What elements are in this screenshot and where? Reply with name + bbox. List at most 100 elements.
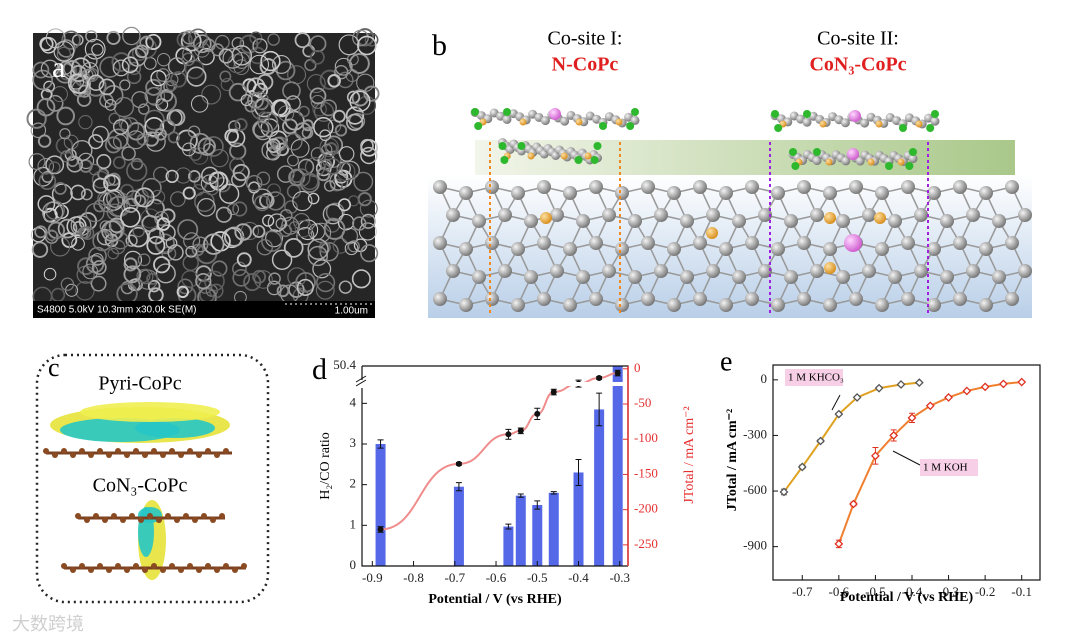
atom	[1018, 208, 1032, 222]
mol-h	[498, 142, 507, 150]
atom	[979, 186, 993, 200]
x-tick-label: -0.9	[362, 570, 383, 585]
atom	[719, 242, 733, 256]
atom	[241, 563, 247, 569]
pore	[90, 275, 107, 292]
atom	[745, 292, 759, 306]
pore	[226, 128, 246, 148]
site-name: N-CoPc	[552, 54, 619, 76]
atom	[927, 242, 941, 256]
j-point	[517, 427, 524, 434]
atom	[524, 270, 538, 284]
pore	[222, 48, 244, 69]
pore	[309, 49, 325, 65]
atom	[433, 292, 447, 306]
x-tick-label: -0.4	[902, 584, 923, 599]
pore	[243, 272, 262, 292]
n-atom	[540, 212, 552, 224]
atom	[210, 517, 216, 523]
pore	[177, 219, 199, 241]
chart-d: -0.9 -0.8 -0.7 -0.6 -0.5 -0.4 -0.3 0 1 2 3 4 50.4 0 -5…	[312, 353, 697, 607]
atom	[901, 180, 915, 194]
atom	[459, 242, 473, 256]
pore	[147, 279, 161, 293]
pore	[259, 58, 277, 75]
bar	[532, 505, 543, 566]
pore	[323, 218, 346, 240]
atom	[1018, 264, 1032, 278]
pore	[59, 128, 71, 140]
pore	[126, 160, 148, 182]
atom	[433, 236, 447, 250]
pore	[175, 167, 192, 184]
pore	[120, 206, 141, 228]
mol-atom	[560, 116, 570, 126]
pore	[37, 134, 52, 148]
pore	[307, 245, 329, 267]
atom	[667, 298, 681, 312]
structure-label: CoN₃-CoPc	[93, 475, 188, 497]
pore	[322, 203, 344, 225]
mol-atom	[930, 116, 940, 126]
atom	[223, 448, 229, 454]
pore	[50, 236, 71, 257]
atom	[862, 264, 876, 278]
panel-a: S4800 5.0kV 10.3mm x30.0k SE(M) 1.00um a	[26, 26, 380, 318]
atom	[433, 180, 447, 194]
pore	[101, 220, 123, 242]
pore	[165, 169, 179, 184]
pore	[315, 280, 335, 300]
atom	[52, 452, 58, 458]
y-tick-label: 2	[350, 476, 357, 491]
pore	[125, 234, 138, 247]
pore	[98, 78, 116, 96]
pore	[295, 271, 316, 293]
atom	[93, 513, 99, 519]
pore	[301, 119, 314, 132]
error-bar	[596, 392, 603, 427]
pore	[130, 157, 144, 171]
marker	[834, 409, 844, 419]
mol-n	[527, 152, 535, 160]
atom	[223, 563, 229, 569]
atom	[992, 270, 1006, 284]
pore	[210, 148, 229, 168]
mol-n	[560, 152, 568, 160]
atom	[693, 180, 707, 194]
atom	[927, 186, 941, 200]
y2-tick-label: -250	[634, 536, 658, 551]
atom	[693, 292, 707, 306]
pore	[211, 260, 228, 277]
pore	[344, 241, 359, 256]
x-tick-label: -0.7	[444, 570, 465, 585]
pore	[323, 180, 336, 192]
atom	[628, 214, 642, 228]
pore	[228, 120, 241, 133]
pore	[77, 257, 95, 276]
atom	[79, 448, 85, 454]
pore	[265, 229, 284, 248]
pore	[45, 229, 58, 241]
x-tick-label: -0.1	[1011, 584, 1032, 599]
pore	[145, 78, 163, 96]
atom	[124, 452, 130, 458]
pore	[104, 136, 122, 154]
pore	[304, 157, 326, 178]
atom	[79, 563, 85, 569]
atom	[758, 264, 772, 278]
pore	[121, 146, 136, 161]
atom	[485, 236, 499, 250]
pore	[32, 61, 50, 79]
pore	[108, 217, 125, 234]
scale-label: 1.00um	[335, 306, 368, 317]
pore	[301, 127, 314, 139]
pore	[88, 163, 101, 176]
atom	[1005, 292, 1019, 306]
panel-label: b	[432, 29, 447, 62]
x-tick-label: -0.5	[527, 570, 548, 585]
pore	[187, 125, 201, 138]
j-point	[377, 526, 384, 533]
pore	[170, 71, 187, 88]
marker	[944, 393, 953, 402]
atom	[70, 567, 76, 573]
